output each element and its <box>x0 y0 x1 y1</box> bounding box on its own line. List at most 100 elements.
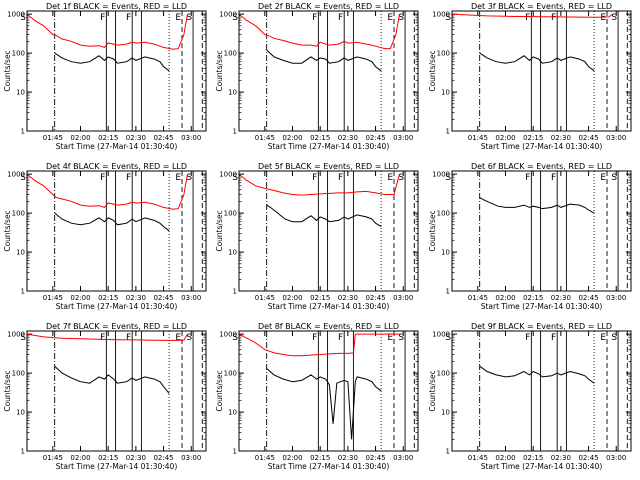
detector-panel-8: Det 8f BLACK = Events, RED = LLD 1 10 100 10… <box>215 322 419 471</box>
y-tick-label: 1000 <box>219 331 237 339</box>
y-axis-title: Counts/sec <box>3 370 12 411</box>
panel-title: Det 5f BLACK = Events, RED = LLD <box>258 162 399 171</box>
x-axis-title: Start Time (27-Mar-14 01:30:40) <box>268 462 390 471</box>
x-tick-label: 01:45 <box>255 454 275 462</box>
plot-frame <box>26 10 207 132</box>
plot-frame <box>238 170 419 292</box>
x-tick-label: 02:15 <box>98 454 118 462</box>
y-axis-title: Counts/sec <box>428 370 437 411</box>
event-marker-label: S <box>186 173 192 183</box>
x-tick-label: 02:45 <box>365 134 385 142</box>
event-marker-label: F <box>126 333 131 343</box>
series-line-lld <box>238 13 400 50</box>
event-marker-label: S <box>398 333 404 343</box>
event-marker-label: S <box>186 333 192 343</box>
x-tick-label: 02:45 <box>365 294 385 302</box>
plot-frame <box>238 330 419 452</box>
event-marker-label: E <box>175 333 181 343</box>
y-axis-title: Counts/sec <box>3 50 12 91</box>
series-line-lld <box>26 13 188 50</box>
event-marker-label: S <box>186 13 192 23</box>
panel-title: Det 9f BLACK = Events, RED = LLD <box>471 322 612 331</box>
x-tick-label: 02:30 <box>551 134 571 142</box>
y-tick-label: 100 <box>437 370 450 378</box>
plot-frame <box>451 170 632 292</box>
event-marker-label: E <box>600 333 606 343</box>
x-tick-label: 02:00 <box>495 454 515 462</box>
detector-panel-6: Det 6f BLACK = Events, RED = LLD 1 10 100 10… <box>428 162 632 311</box>
plot-frame <box>451 10 632 132</box>
series-line-lld <box>238 333 400 357</box>
y-tick-label: 1000 <box>432 11 450 19</box>
event-marker-label: E <box>600 173 606 183</box>
event-marker-label: S <box>398 13 404 23</box>
x-tick-label: 01:45 <box>468 134 488 142</box>
detector-panel-5: Det 5f BLACK = Events, RED = LLD 1 10 100 10… <box>215 162 419 311</box>
x-axis-title: Start Time (27-Mar-14 01:30:40) <box>56 142 178 151</box>
x-tick-label: 01:45 <box>468 294 488 302</box>
panel-title: Det 8f BLACK = Events, RED = LLD <box>258 322 399 331</box>
plot-frame <box>451 330 632 452</box>
detector-panel-4: Det 4f BLACK = Events, RED = LLD 1 10 100 10… <box>3 162 207 311</box>
event-marker-label: F <box>100 333 105 343</box>
x-axis-title: Start Time (27-Mar-14 01:30:40) <box>481 462 603 471</box>
plot-frame <box>238 10 419 132</box>
panel-title: Det 1f BLACK = Events, RED = LLD <box>46 2 187 11</box>
x-axis-title: Start Time (27-Mar-14 01:30:40) <box>268 142 390 151</box>
y-tick-label: 1000 <box>219 11 237 19</box>
series-line-lld <box>451 13 613 18</box>
detector-panel-1: Det 1f BLACK = Events, RED = LLD 1 10 100 10… <box>3 2 207 151</box>
series-line-events <box>479 197 595 214</box>
y-tick-label: 10 <box>16 249 25 257</box>
event-marker-label: S <box>20 13 26 23</box>
event-marker-label: F <box>551 13 556 23</box>
event-marker-label: F <box>312 173 317 183</box>
event-marker-label: E <box>387 173 393 183</box>
x-axis-title: Start Time (27-Mar-14 01:30:40) <box>56 462 178 471</box>
event-marker-label: F <box>312 333 317 343</box>
series-line-events <box>266 204 382 228</box>
x-tick-label: 02:00 <box>70 454 90 462</box>
y-tick-label: 10 <box>228 89 237 97</box>
x-tick-label: 02:15 <box>98 134 118 142</box>
event-marker-label: E <box>600 13 606 23</box>
x-tick-label: 02:30 <box>551 454 571 462</box>
panel-title: Det 2f BLACK = Events, RED = LLD <box>258 2 399 11</box>
y-axis-title: Counts/sec <box>215 50 224 91</box>
y-tick-label: 10 <box>228 249 237 257</box>
y-tick-label: 1 <box>21 128 25 136</box>
event-marker-label: S <box>20 173 26 183</box>
x-tick-label: 01:45 <box>255 294 275 302</box>
y-tick-label: 1000 <box>432 331 450 339</box>
x-tick-label: 02:15 <box>310 294 330 302</box>
x-tick-label: 03:00 <box>181 454 201 462</box>
y-tick-label: 10 <box>441 249 450 257</box>
y-tick-label: 1000 <box>7 171 25 179</box>
event-marker-label: F <box>100 13 105 23</box>
event-marker-label: F <box>126 173 131 183</box>
x-tick-label: 02:45 <box>578 294 598 302</box>
x-tick-label: 02:00 <box>495 294 515 302</box>
y-tick-label: 100 <box>224 50 237 58</box>
x-tick-label: 02:30 <box>126 454 146 462</box>
y-axis-title: Counts/sec <box>215 210 224 251</box>
x-tick-label: 03:00 <box>606 134 626 142</box>
y-axis-title: Counts/sec <box>215 370 224 411</box>
x-tick-label: 03:00 <box>181 134 201 142</box>
series-line-lld <box>238 173 400 196</box>
series-line-events <box>54 52 170 72</box>
x-tick-label: 03:00 <box>606 454 626 462</box>
event-marker-label: S <box>232 333 238 343</box>
x-axis-title: Start Time (27-Mar-14 01:30:40) <box>56 302 178 311</box>
event-marker-label: S <box>445 173 451 183</box>
x-tick-label: 03:00 <box>181 294 201 302</box>
event-marker-label: S <box>20 333 26 343</box>
y-tick-label: 10 <box>441 409 450 417</box>
detector-panel-7: Det 7f BLACK = Events, RED = LLD 1 10 100 10… <box>3 322 207 471</box>
series-line-lld <box>26 333 188 341</box>
x-tick-label: 02:00 <box>70 134 90 142</box>
panel-title: Det 7f BLACK = Events, RED = LLD <box>46 322 187 331</box>
x-tick-label: 01:45 <box>43 294 63 302</box>
panel-title: Det 4f BLACK = Events, RED = LLD <box>46 162 187 171</box>
series-line-events <box>479 365 595 384</box>
